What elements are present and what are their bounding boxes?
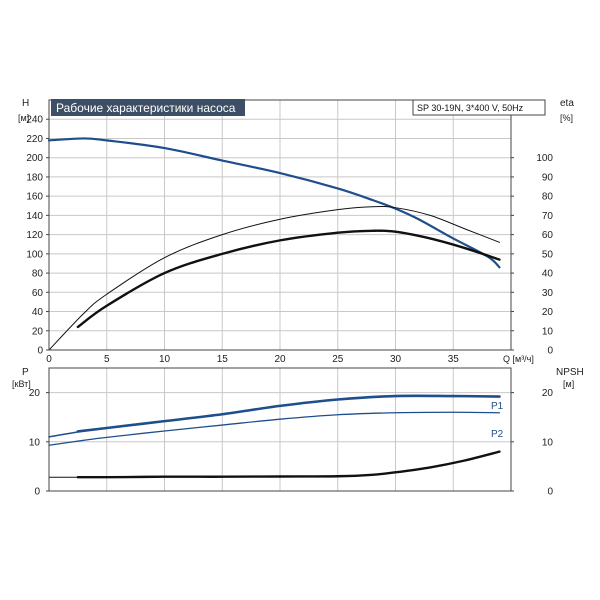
x-axis-label: Q [м³/ч] bbox=[503, 354, 534, 364]
top-plot-grid bbox=[49, 100, 511, 350]
bottom-plot-frame bbox=[48, 367, 512, 492]
top-right-tick-label: 0 bbox=[547, 346, 553, 357]
top-left-tick-label: 160 bbox=[26, 192, 43, 203]
bottom-left-tick-label: 0 bbox=[34, 487, 40, 498]
chart-subtitle-box bbox=[412, 99, 546, 116]
top-left-axis-unit: [м] bbox=[18, 113, 29, 123]
chart-subtitle: SP 30-19N, 3*400 V, 50Hz bbox=[417, 103, 524, 113]
series-line-eta_thin bbox=[48, 206, 500, 351]
bottom-right-tick-label: 20 bbox=[542, 388, 554, 399]
p2-series-label: P2 bbox=[491, 429, 504, 440]
top-right-tick-label: 20 bbox=[542, 307, 554, 318]
top-left-tick-label: 40 bbox=[32, 307, 44, 318]
series-line-P2 bbox=[48, 411, 501, 446]
top-plot-frame bbox=[48, 99, 512, 351]
top-left-tick-label: 220 bbox=[26, 134, 43, 145]
top-left-tick-label: 200 bbox=[26, 153, 43, 164]
x-tick-label: 25 bbox=[332, 354, 344, 365]
top-right-tick-label: 50 bbox=[542, 249, 554, 260]
top-right-tick-label: 60 bbox=[542, 230, 554, 241]
top-plot-series bbox=[47, 137, 501, 351]
bottom-right-axis-unit: [м] bbox=[563, 379, 574, 389]
top-plot-ticks: 0204060801001201401601802002202400102030… bbox=[26, 115, 553, 365]
top-left-tick-label: 60 bbox=[32, 288, 44, 299]
top-left-tick-label: 240 bbox=[26, 115, 43, 126]
bottom-left-tick-label: 10 bbox=[29, 437, 41, 448]
bottom-plot-series bbox=[48, 394, 501, 479]
top-left-tick-label: 140 bbox=[26, 211, 43, 222]
top-right-tick-label: 80 bbox=[542, 192, 554, 203]
top-right-tick-label: 90 bbox=[542, 172, 554, 183]
series-line-NPSH bbox=[76, 450, 501, 479]
top-left-tick-label: 180 bbox=[26, 172, 43, 183]
top-left-tick-label: 0 bbox=[37, 346, 43, 357]
bottom-right-tick-label: 10 bbox=[542, 437, 554, 448]
x-tick-label: 0 bbox=[46, 354, 52, 365]
top-left-tick-label: 20 bbox=[32, 326, 44, 337]
x-tick-label: 30 bbox=[390, 354, 402, 365]
top-right-axis-unit: [%] bbox=[560, 113, 573, 123]
bottom-left-tick-label: 20 bbox=[29, 388, 41, 399]
bottom-plot-grid bbox=[49, 368, 511, 491]
x-tick-label: 20 bbox=[274, 354, 286, 365]
x-tick-label: 35 bbox=[448, 354, 460, 365]
top-right-tick-label: 30 bbox=[542, 288, 554, 299]
top-right-tick-label: 10 bbox=[542, 326, 554, 337]
bottom-left-axis-name: P bbox=[22, 367, 29, 378]
x-tick-label: 5 bbox=[104, 354, 110, 365]
top-right-axis-name: eta bbox=[560, 98, 574, 109]
top-left-tick-label: 120 bbox=[26, 230, 43, 241]
top-right-tick-label: 100 bbox=[536, 153, 553, 164]
series-line-H bbox=[47, 137, 501, 269]
top-left-axis-name: H bbox=[22, 98, 29, 109]
series-line-P1 bbox=[48, 394, 501, 438]
chart-title-box bbox=[51, 99, 245, 116]
bottom-plot-ticks: 0 0 10 10 20 20 bbox=[29, 388, 554, 497]
x-tick-label: 10 bbox=[159, 354, 171, 365]
series-line-eta_thick bbox=[76, 229, 501, 329]
x-tick-label: 15 bbox=[217, 354, 229, 365]
top-left-tick-label: 80 bbox=[32, 269, 44, 280]
top-right-tick-label: 40 bbox=[542, 269, 554, 280]
top-right-tick-label: 70 bbox=[542, 211, 554, 222]
bottom-right-axis-name: NPSH bbox=[556, 367, 584, 378]
top-left-tick-label: 100 bbox=[26, 249, 43, 260]
bottom-right-tick-label: 0 bbox=[547, 487, 553, 498]
chart-title: Рабочие характеристики насоса bbox=[56, 101, 236, 115]
p1-series-label: P1 bbox=[491, 401, 504, 412]
series-line-P1_thick bbox=[76, 394, 501, 433]
bottom-left-axis-unit: [кВт] bbox=[12, 379, 31, 389]
